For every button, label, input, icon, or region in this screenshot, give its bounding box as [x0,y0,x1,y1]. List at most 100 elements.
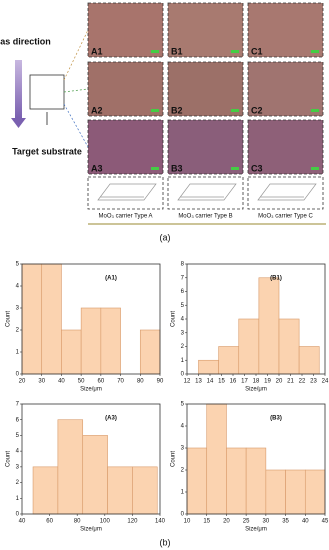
bar [100,307,121,375]
y-tick-label: 4 [181,424,185,430]
bar [285,469,306,515]
image-label: B2 [171,105,183,115]
bar [198,359,219,375]
y-tick-label: 0 [181,372,185,378]
scale-bar [311,167,319,170]
carrier-sketch [97,183,157,201]
y-tick-label: 0 [181,512,185,518]
plot-frame [21,263,161,375]
image-label: A1 [91,46,103,56]
x-tick-label: 22 [299,379,306,385]
x-tick-label: 15 [203,519,210,525]
bar [21,263,43,375]
x-tick-label: 35 [282,519,289,525]
bar [132,466,158,515]
guide-line [63,88,89,93]
x-tick-label: 10 [184,519,191,525]
bar [278,318,300,375]
y-tick-label: 3 [181,330,185,336]
image-label: A3 [91,163,103,173]
x-tick-label: 60 [46,519,53,525]
gas-direction: Gas direction [0,36,51,46]
x-tick-label: 90 [157,379,164,385]
y-tick-label: 1 [181,358,185,364]
panel-a-label: (a) [160,232,171,242]
y-tick-label: 6 [16,417,20,423]
micrograph [87,2,164,58]
bar [57,419,84,515]
bar [41,263,62,375]
x-tick-label: 20 [19,379,26,385]
x-tick-label: 40 [19,519,26,525]
y-tick-label: 1 [181,490,185,496]
x-tick-label: 20 [223,519,230,525]
bar [206,403,227,515]
guide-line [63,103,89,148]
bar [80,307,102,375]
y-tick-label: 5 [16,262,20,268]
x-tick-label: 70 [117,379,124,385]
bar [304,469,326,515]
bar [139,329,161,375]
y-tick-label: 6 [181,289,185,295]
image-label: C1 [251,46,263,56]
micrograph [247,2,324,58]
x-axis-label: Size/μm [245,527,267,533]
y-tick-label: 4 [181,317,185,323]
bar [258,277,280,375]
x-tick-label: 16 [230,379,237,385]
y-tick-label: 2 [16,480,20,486]
x-tick-label: 30 [38,379,45,385]
x-tick-label: 20 [276,379,283,385]
y-tick-label: 5 [181,303,185,309]
scale-bar [151,109,159,112]
bar [107,466,133,515]
bar [298,346,320,375]
x-tick-label: 25 [243,519,250,525]
x-tick-label: 21 [287,379,294,385]
gas-arrow-head [11,118,26,128]
bar [226,447,247,515]
plot-frame [186,263,326,375]
x-tick-label: 60 [98,379,105,385]
y-axis-label: Count [6,451,12,467]
x-tick-label: 14 [207,379,214,385]
image-label: A2 [91,105,103,115]
y-tick-label: 5 [16,433,20,439]
plot-frame [186,403,326,515]
y-tick-label: 0 [16,512,20,518]
image-label: C2 [251,105,263,115]
carrier-box [247,176,324,210]
y-tick-label: 4 [16,284,20,290]
carrier-label: MoO₃ carrier Type B [178,214,232,220]
bar [245,447,267,515]
micrograph [167,2,244,58]
carrier-box [87,176,164,210]
scale-bar [231,109,239,112]
micrograph [87,119,164,175]
carrier-label: MoO₃ carrier Type C [258,214,313,220]
target-substrate: Target substrate [12,146,82,156]
y-tick-label: 2 [181,344,185,350]
y-tick-label: 5 [181,402,185,408]
x-axis-label: Size/μm [80,527,102,533]
x-tick-label: 12 [184,379,191,385]
x-tick-label: 30 [263,519,270,525]
y-tick-label: 8 [181,262,185,268]
chart-title: (A1) [105,276,117,282]
x-tick-label: 40 [302,519,309,525]
image-label: C3 [251,163,263,173]
chart-title: (B3) [270,416,282,422]
x-tick-label: 24 [322,379,329,385]
carrier-label: MoO₃ carrier Type A [98,214,152,220]
micrograph [247,61,324,117]
plot-frame [21,403,161,515]
micrograph [167,61,244,117]
scale-bar [231,167,239,170]
x-axis-label: Size/μm [80,387,102,393]
bar [82,435,108,515]
panel-b-label: (b) [160,537,171,547]
carrier-sketch [257,183,317,201]
scale-bar [311,109,319,112]
